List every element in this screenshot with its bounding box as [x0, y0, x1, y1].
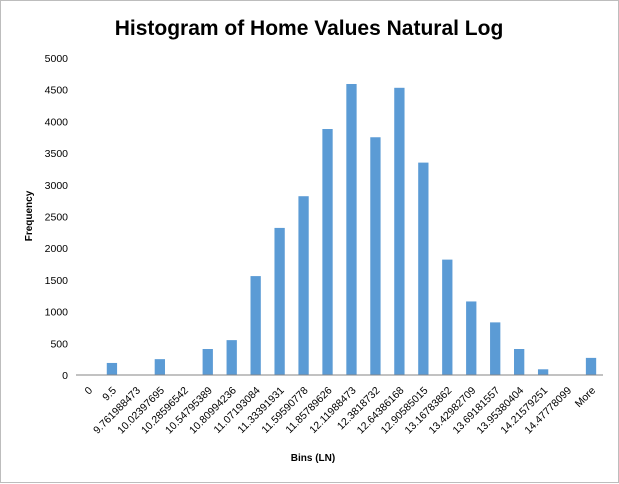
histogram-bar — [466, 301, 477, 375]
y-tick-label: 1000 — [45, 307, 69, 319]
x-tick-label: 0 — [82, 385, 95, 398]
histogram-bar — [298, 196, 309, 375]
histogram-bar — [514, 349, 525, 375]
histogram-bar — [322, 129, 333, 375]
x-axis: 0 9.59.76198847310.0239769510.2859654210.… — [82, 385, 598, 437]
x-tick-label: 9.5 — [100, 385, 119, 404]
histogram-bar — [274, 227, 285, 375]
y-tick-label: 3000 — [45, 180, 69, 192]
y-tick-label: 4500 — [45, 85, 69, 97]
bars — [106, 83, 597, 375]
histogram-bar — [250, 276, 261, 375]
y-axis: 0 500 1000 1500 2000 2500 3000 3500 4000 4500 5000 — [45, 53, 69, 382]
y-tick-label: 3500 — [45, 148, 69, 160]
histogram-bar — [442, 259, 453, 375]
histogram-bar — [394, 87, 405, 375]
histogram-bar — [490, 322, 501, 375]
y-tick-label: 5000 — [45, 53, 69, 65]
x-axis-title: Bins (LN) — [291, 453, 335, 464]
y-tick-label: 2500 — [45, 212, 69, 224]
histogram-bar — [585, 357, 597, 375]
y-axis-title: Frequency — [24, 190, 35, 241]
histogram-bar — [154, 359, 165, 375]
histogram-bar — [226, 340, 237, 375]
chart-title: Histogram of Home Values Natural Log — [115, 17, 504, 40]
y-tick-label: 500 — [50, 338, 68, 350]
histogram-bar — [537, 369, 549, 375]
y-tick-label: 1500 — [45, 275, 69, 287]
histogram-bar — [418, 162, 429, 375]
histogram-bar — [106, 362, 118, 375]
histogram-bar — [346, 83, 357, 375]
x-tick-label: More — [573, 385, 599, 411]
y-tick-label: 2000 — [45, 243, 69, 255]
histogram-bar — [202, 349, 213, 375]
y-tick-label: 0 — [62, 370, 68, 382]
y-tick-label: 4000 — [45, 116, 69, 128]
histogram-bar — [370, 137, 381, 375]
